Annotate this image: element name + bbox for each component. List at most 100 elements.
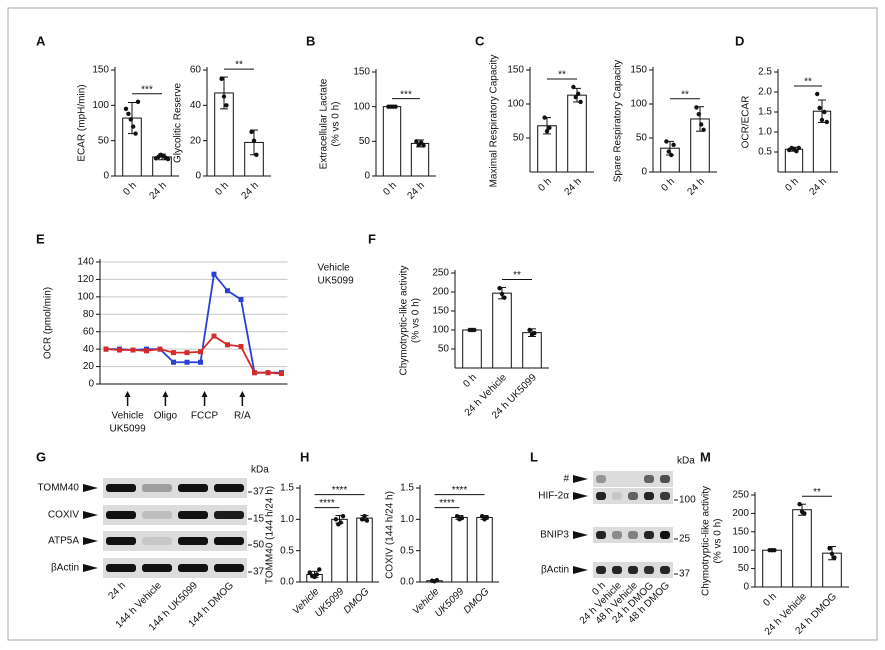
y-axis-label: TOMM40 (144 h/24 h) — [265, 486, 276, 584]
y-axis-label: Chymotryptic-like activity — [701, 486, 712, 596]
data-point — [694, 105, 699, 110]
y-tick-label: 1.0 — [758, 127, 772, 138]
y-tick-label: 100 — [77, 291, 94, 302]
line-marker — [184, 359, 190, 365]
data-point — [224, 103, 229, 108]
line-marker — [211, 271, 217, 277]
data-point — [547, 125, 552, 130]
data-point — [165, 156, 171, 162]
data-point — [251, 138, 257, 143]
blot-band — [106, 537, 136, 545]
y-tick-label: 0 — [88, 379, 94, 390]
blot-band — [596, 531, 606, 539]
data-point — [701, 127, 706, 133]
blot-band — [628, 492, 638, 500]
y-tick-label: 100 — [353, 101, 370, 112]
y-tick-label: 100 — [732, 545, 749, 556]
blot-band — [628, 531, 638, 539]
y-tick-label: 100 — [507, 99, 524, 110]
row-label: βActin — [51, 563, 79, 574]
annotation-label: UK5099 — [110, 424, 147, 435]
blot-band — [628, 566, 638, 574]
y-tick-label: 40 — [190, 100, 202, 111]
row-arrow — [83, 564, 98, 572]
panel-letter: L — [530, 449, 538, 464]
data-point — [817, 105, 822, 111]
row-arrow — [573, 492, 588, 500]
row-arrow — [83, 484, 98, 492]
data-point — [815, 91, 820, 97]
y-tick-label: 120 — [77, 274, 94, 285]
data-point — [796, 145, 801, 151]
y-tick-label: 0 — [195, 171, 201, 182]
data-point — [126, 111, 131, 117]
bar — [567, 94, 587, 173]
y-axis-label: Spare Respiratory Capacity — [613, 60, 624, 182]
significance-label: ** — [558, 70, 566, 81]
bar — [410, 142, 430, 177]
blot-band — [644, 531, 654, 539]
annotation-label: Oligo — [154, 411, 178, 422]
blot-band — [142, 537, 172, 545]
blot-band — [178, 511, 208, 519]
data-point — [131, 124, 136, 129]
blot-band — [142, 564, 172, 572]
significance-label: ** — [513, 270, 521, 281]
data-point — [502, 295, 507, 300]
row-arrow — [83, 511, 98, 519]
significance-label: ** — [804, 77, 812, 88]
data-point — [314, 572, 320, 577]
bar — [476, 516, 493, 583]
y-tick-label: 1.0 — [280, 514, 294, 525]
data-point — [829, 551, 835, 557]
y-tick-label: 150 — [432, 306, 449, 317]
blot-band — [644, 566, 654, 574]
blot-band — [644, 492, 654, 500]
y-tick-label: 100 — [432, 325, 449, 336]
panel-letter: F — [368, 231, 376, 246]
kda-marker: 15 — [253, 514, 265, 525]
bar — [382, 106, 402, 177]
annotation-label: Vehicle — [111, 411, 144, 422]
data-point — [393, 104, 398, 109]
data-point — [317, 567, 322, 572]
line-marker — [198, 359, 203, 365]
y-axis-label: (% vs 0 h) — [411, 298, 422, 343]
panel-letter: D — [735, 33, 744, 48]
data-point — [128, 117, 133, 122]
legend-entry: Vehicle — [318, 263, 351, 274]
panel-letter: H — [300, 449, 309, 464]
blot-band — [644, 475, 654, 483]
data-point — [459, 515, 465, 521]
y-tick-label: 100 — [630, 99, 647, 110]
data-point — [666, 149, 671, 154]
line-marker — [252, 370, 257, 376]
y-axis-label: Chymotryptic-like activity — [399, 265, 410, 375]
line-marker — [279, 371, 284, 377]
kda-unit: kDa — [251, 465, 269, 476]
bar — [762, 549, 782, 588]
line-marker — [198, 349, 203, 355]
row-arrow — [573, 475, 588, 483]
data-point — [359, 517, 365, 522]
row-arrow — [83, 537, 98, 545]
data-point — [772, 548, 777, 553]
y-axis-label: OCR/ECAR — [741, 96, 752, 149]
y-tick-label: 20 — [190, 135, 202, 146]
y-tick-label: 0 — [103, 171, 109, 182]
blot-band — [106, 511, 136, 519]
blot-strip — [103, 558, 247, 578]
y-tick-label: 1.5 — [400, 483, 414, 494]
panel-letter: A — [36, 33, 46, 48]
y-tick-label: 200 — [732, 508, 749, 519]
blot-band — [612, 492, 622, 500]
y-tick-label: 250 — [432, 268, 449, 279]
bar — [522, 332, 542, 369]
y-tick-label: 0 — [743, 582, 749, 593]
data-point — [472, 327, 477, 333]
panel-letter: E — [36, 231, 45, 246]
data-point — [664, 139, 669, 144]
row-arrow — [573, 531, 588, 539]
data-point — [219, 76, 224, 82]
